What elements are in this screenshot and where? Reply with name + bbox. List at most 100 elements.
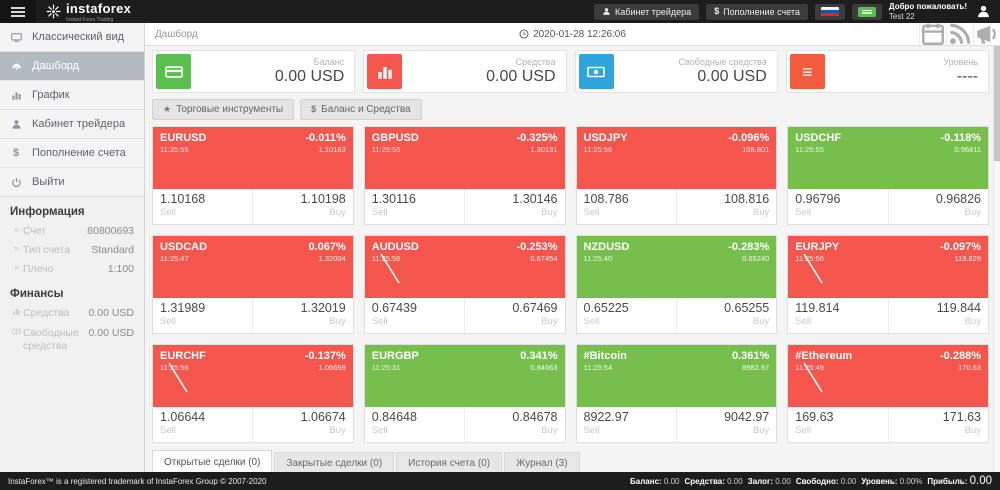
trading-instruments-button[interactable]: ★ Торговые инструменты xyxy=(152,99,295,120)
buy-button[interactable]: 0.67469 Buy xyxy=(464,298,564,333)
buy-button[interactable]: 0.96826 Buy xyxy=(887,189,988,224)
footer-stat-label: Залог: xyxy=(747,476,774,486)
sidebar-info-row: Средства 0.00 USD xyxy=(0,304,144,323)
trader-cabinet-button[interactable]: Кабинет трейдера xyxy=(594,3,700,20)
deposit-label: Пополнение счета xyxy=(723,6,800,17)
bar-chart-icon xyxy=(10,307,23,316)
instrument-tile[interactable]: EURUSD 11:25:55 -0.011% 1.10183 1.10168 Sell 1… xyxy=(152,126,354,225)
deposit-button[interactable]: $ Пополнение счета xyxy=(706,3,808,20)
instrument-tile[interactable]: USDCAD 11:25:47 0.067% 1.32004 1.31989 Sell 1.… xyxy=(152,235,354,334)
sidebar-item-deposit[interactable]: $ Пополнение счета xyxy=(0,139,144,168)
megaphone-icon[interactable] xyxy=(973,23,1000,45)
tab-3[interactable]: История счета (0) xyxy=(396,452,503,472)
language-flag-ru[interactable] xyxy=(814,3,845,20)
buy-button[interactable]: 0.84678 Buy xyxy=(464,407,564,442)
info-row-value: Standard xyxy=(91,244,134,257)
sell-label: Sell xyxy=(583,425,600,436)
balance-funds-button[interactable]: $ Баланс и Средства xyxy=(300,99,422,120)
instrument-tile[interactable]: GBPUSD 11:25:55 -0.325% 1.30131 1.30116 Sell 1… xyxy=(363,126,566,225)
buy-button[interactable]: 171.63 Buy xyxy=(887,407,988,442)
sell-button[interactable]: 108.786 Sell xyxy=(577,189,676,224)
tab-1[interactable]: Открытые сделки (0) xyxy=(152,450,273,472)
menu-toggle-icon[interactable] xyxy=(0,0,36,23)
sell-button[interactable]: 0.84648 Sell xyxy=(365,407,464,442)
tab-2[interactable]: Закрытые сделки (0) xyxy=(274,452,395,472)
sidebar-item-label: График xyxy=(32,89,70,101)
tile-header: USDCHF 11:25:55 -0.118% 0.96811 xyxy=(788,127,988,189)
sell-button[interactable]: 0.67439 Sell xyxy=(365,298,464,333)
sell-button[interactable]: 169.63 Sell xyxy=(788,407,887,442)
finance-rows: Средства 0.00 USD Свободные средства 0.00 U… xyxy=(0,304,144,355)
sell-button[interactable]: 1.10168 Sell xyxy=(153,189,252,224)
info-row-label: Тип счета xyxy=(23,244,71,257)
calendar-icon[interactable] xyxy=(919,23,946,45)
instrument-tile[interactable]: #Ethereum 11:25:49 -0.288% 170.63 169.63 Sell… xyxy=(787,344,989,443)
vertical-scrollbar[interactable] xyxy=(993,46,1000,472)
tile-symbol: EURGBP xyxy=(371,350,419,362)
sidebar-item-dashboard[interactable]: Дашборд xyxy=(0,52,144,81)
buy-label: Buy xyxy=(329,207,346,218)
instrument-tile[interactable]: NZDUSD 11:25:40 -0.283% 0.65240 0.65225 Sell 0… xyxy=(575,235,778,334)
buy-button[interactable]: 1.10198 Buy xyxy=(252,189,352,224)
buy-price: 9042.97 xyxy=(724,410,770,424)
tile-symbol: EURCHF xyxy=(160,350,206,362)
sell-button[interactable]: 8922.97 Sell xyxy=(577,407,676,442)
buy-button[interactable]: 1.06674 Buy xyxy=(252,407,352,442)
tile-footer: 119.814 Sell 119.844 Buy xyxy=(788,298,988,333)
sell-button[interactable]: 1.30116 Sell xyxy=(365,189,464,224)
tile-change-percent: -0.011% xyxy=(305,132,346,144)
bottom-tabs: Открытые сделки (0) Закрытые сделки (0) Ис… xyxy=(152,450,989,472)
sell-price: 1.30116 xyxy=(371,192,417,206)
buy-button[interactable]: 1.30146 Buy xyxy=(464,189,564,224)
money-icon xyxy=(578,54,614,89)
sidebar-item-logout[interactable]: Выйти xyxy=(0,168,144,197)
instrument-tile[interactable]: USDCHF 11:25:55 -0.118% 0.96811 0.96796 Sell 0… xyxy=(787,126,989,225)
buy-price: 108.816 xyxy=(724,192,770,206)
sell-button[interactable]: 0.65225 Sell xyxy=(577,298,676,333)
instrument-tile[interactable]: EURGBP 11:25:31 0.341% 0.84663 0.84648 Sell 0.… xyxy=(363,344,566,443)
sidebar-item-trader-cabinet[interactable]: Кабинет трейдера xyxy=(0,110,144,139)
brand-logo[interactable]: instaforex Instant Forex Trading xyxy=(36,0,141,23)
sidebar-item-classic-view[interactable]: Классический вид xyxy=(0,23,144,52)
buy-button[interactable]: 108.816 Buy xyxy=(675,189,776,224)
tile-mid-price: 170.63 xyxy=(958,363,981,372)
buy-price: 1.32019 xyxy=(300,301,346,315)
sell-label: Sell xyxy=(795,207,812,218)
sell-price: 8922.97 xyxy=(583,410,629,424)
payment-card-button[interactable] xyxy=(851,3,882,20)
footer-stat-value: 0.00 xyxy=(840,476,857,486)
buy-price: 1.06674 xyxy=(300,410,346,424)
tile-footer: 169.63 Sell 171.63 Buy xyxy=(788,407,988,442)
tile-mid-price: 1.06659 xyxy=(318,363,346,372)
sell-button[interactable]: 119.814 Sell xyxy=(788,298,887,333)
card-value: ---- xyxy=(956,68,978,85)
instrument-tile[interactable]: AUDUSD 11:25:56 -0.253% 0.67454 0.67439 Sell 0… xyxy=(363,235,566,334)
buy-button[interactable]: 1.32019 Buy xyxy=(252,298,352,333)
buy-button[interactable]: 9042.97 Buy xyxy=(675,407,776,442)
tab-4[interactable]: Журнал (3) xyxy=(504,452,580,472)
buy-button[interactable]: 0.65255 Buy xyxy=(675,298,776,333)
avatar[interactable] xyxy=(974,3,992,21)
tile-change-percent: -0.283% xyxy=(728,241,770,253)
sell-button[interactable]: 0.96796 Sell xyxy=(788,189,887,224)
scrollbar-thumb[interactable] xyxy=(994,46,1000,161)
instrument-tile[interactable]: #Bitcoin 11:25:54 0.361% 8982.97 8922.97 Sell… xyxy=(575,344,778,443)
tile-mid-price: 1.10183 xyxy=(318,145,346,154)
sell-button[interactable]: 1.06644 Sell xyxy=(153,407,252,442)
instrument-tile[interactable]: EURCHF 11:25:56 -0.137% 1.06659 1.06644 Sell 1… xyxy=(152,344,354,443)
user-icon xyxy=(0,119,32,130)
buy-price: 0.65255 xyxy=(724,301,770,315)
buy-button[interactable]: 119.844 Buy xyxy=(887,298,988,333)
footer-stat-label: Средства: xyxy=(684,476,725,486)
buy-label: Buy xyxy=(752,425,770,436)
info-row-label: Счет xyxy=(23,225,47,237)
sell-button[interactable]: 1.31989 Sell xyxy=(153,298,252,333)
tile-header: #Ethereum 11:25:49 -0.288% 170.63 xyxy=(788,345,988,407)
instrument-tile[interactable]: EURJPY 11:25:56 -0.097% 119.829 119.814 Sell 1… xyxy=(787,235,989,334)
sidebar-item-chart[interactable]: График xyxy=(0,81,144,110)
rss-icon[interactable] xyxy=(946,23,973,45)
instrument-tile[interactable]: USDJPY 11:25:56 -0.096% 108.801 108.786 Sell 1… xyxy=(575,126,778,225)
summary-card: Баланс 0.00 USD xyxy=(152,50,356,93)
instaforex-logo-icon xyxy=(46,4,61,19)
star-icon: ★ xyxy=(163,104,172,114)
